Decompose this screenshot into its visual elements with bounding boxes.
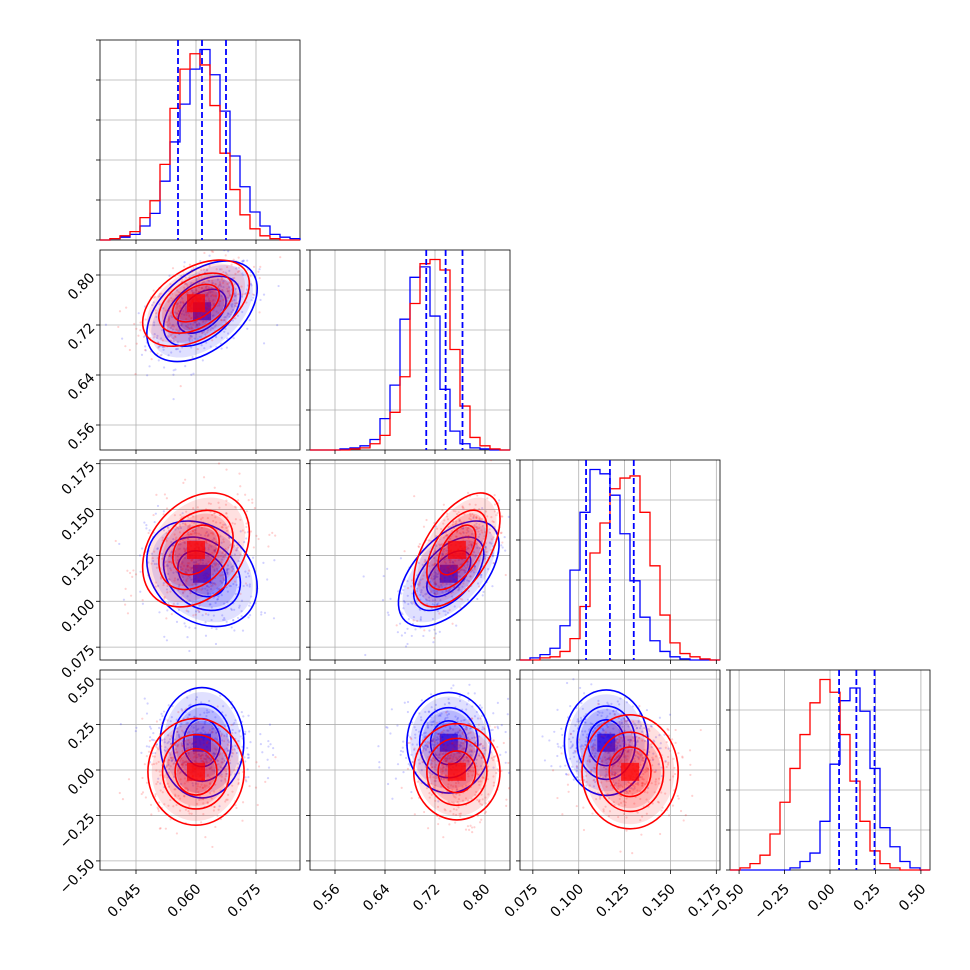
x-tick-label: 0.060 <box>165 881 205 921</box>
contours-b <box>147 717 245 826</box>
y-tick-label: −0.25 <box>57 811 99 853</box>
x-tick-label: 0.125 <box>593 881 633 921</box>
contours-b <box>141 259 251 348</box>
x-tick-label: 0.075 <box>225 881 265 921</box>
scatter-panel-2-1 <box>306 459 511 664</box>
axes-frame <box>99 39 301 241</box>
y-tick-label: 0.00 <box>65 765 98 798</box>
axes-frame <box>309 249 511 451</box>
histogram-series-b <box>100 53 300 241</box>
scatter-panel-2-0: 0.075 0.100 0.125 0.150 0.175 <box>59 459 301 682</box>
histogram-series-a <box>100 48 301 241</box>
y-tick-label: 0.100 <box>59 596 99 636</box>
histogram-series-a <box>520 468 720 661</box>
y-tick-label: 0.175 <box>59 459 99 499</box>
y-tick-label: 0.25 <box>65 720 98 753</box>
contours-b <box>141 492 251 608</box>
contours-a <box>146 520 259 628</box>
contours-b <box>412 492 501 608</box>
y-tick-label: 0.72 <box>65 320 98 353</box>
x-tick-label: 0.64 <box>360 881 393 914</box>
axes-frame <box>99 459 301 661</box>
y-tick-label: 0.150 <box>59 505 99 545</box>
axes-frame <box>309 459 511 661</box>
scatter-panel-3-2: 0.075 0.100 0.125 0.150 0.175 <box>502 669 725 921</box>
histogram-series-b <box>520 475 720 661</box>
y-tick-label: 0.56 <box>65 420 98 453</box>
x-tick-label: 0.150 <box>639 881 679 921</box>
histogram-panel-0 <box>96 39 301 244</box>
scatter-panel-3-0: −0.50−0.250.000.250.500.045 0.060 0.075 <box>57 669 301 921</box>
histogram-series-a <box>310 266 510 451</box>
contours-b <box>581 714 679 830</box>
x-tick-label: 0.00 <box>805 881 838 914</box>
x-tick-label: 0.100 <box>548 881 588 921</box>
x-tick-label: 0.25 <box>851 881 884 914</box>
axes-frame <box>99 249 301 451</box>
scatter-panel-1-0: 0.56 0.64 0.72 0.80 <box>65 249 301 454</box>
histogram-series-b <box>310 258 510 451</box>
x-tick-label: 0.72 <box>410 881 443 914</box>
x-tick-label: 0.80 <box>460 881 493 914</box>
axes-frame <box>519 459 721 661</box>
contours-a <box>159 686 245 799</box>
contours-b <box>412 722 501 821</box>
x-tick-label: 0.045 <box>105 881 145 921</box>
scatter-points-b <box>551 702 702 855</box>
histogram-panel-1 <box>306 249 511 454</box>
x-tick-label: 0.075 <box>502 881 542 921</box>
histogram-panel-3: −0.50 −0.25 0.00 0.25 0.50 <box>706 669 931 923</box>
y-tick-label: −0.50 <box>57 856 99 898</box>
histogram-panel-2 <box>516 459 721 664</box>
y-tick-label: 0.64 <box>65 370 98 403</box>
y-tick-label: 0.075 <box>59 642 99 682</box>
x-tick-label: −0.25 <box>751 881 793 923</box>
y-tick-label: 0.80 <box>65 270 98 303</box>
y-tick-label: 0.125 <box>59 550 99 590</box>
scatter-points-a <box>541 678 672 806</box>
x-tick-label: 0.56 <box>310 881 343 914</box>
x-tick-label: 0.50 <box>896 881 929 914</box>
histogram-series-b <box>730 678 930 871</box>
